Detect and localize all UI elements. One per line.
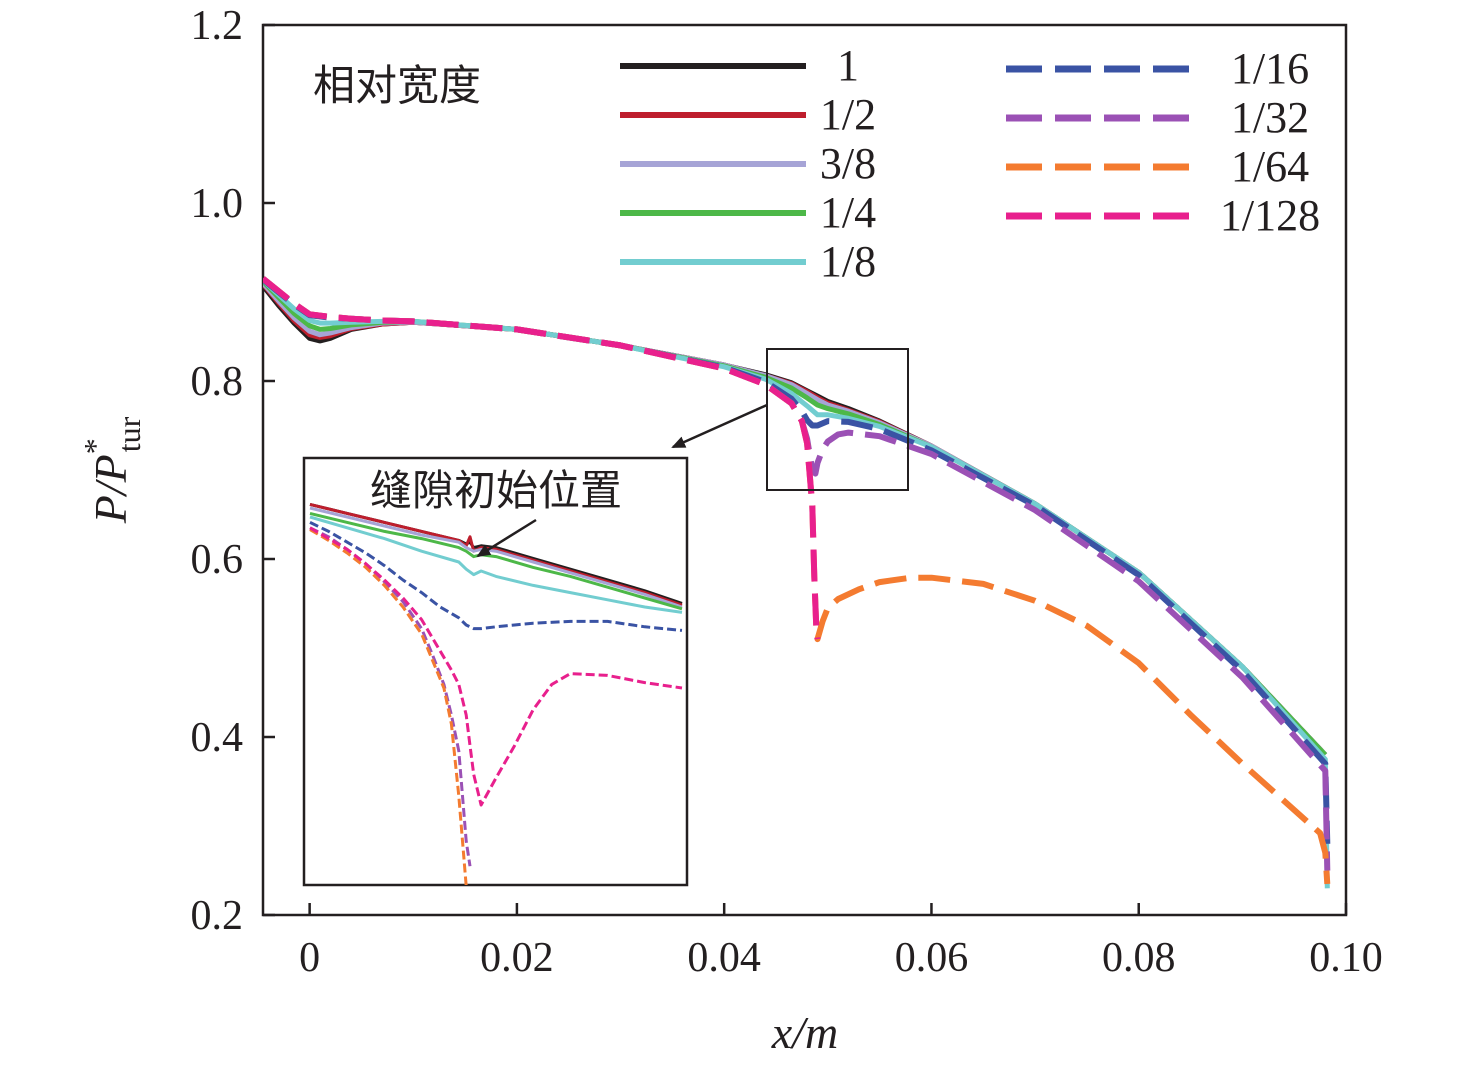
zoom-region-box — [766, 348, 909, 491]
inset-line-1-128 — [309, 526, 683, 807]
legend-label-1-32: 1/32 — [1231, 93, 1309, 142]
x-tick-label: 0 — [299, 935, 320, 981]
x-tick-label: 0.06 — [895, 935, 969, 981]
y-tick-label: 1.0 — [191, 181, 244, 227]
series-layer — [263, 276, 1331, 889]
x-axis-ticks: 0 0.02 0.04 0.06 0.08 0.10 — [299, 903, 1383, 981]
legend-label-1-4: 1/4 — [820, 188, 876, 237]
inset-annotation: 缝隙初始位置 — [370, 466, 622, 515]
y-tick-label: 0.8 — [191, 359, 244, 405]
series-line-1-16 — [263, 277, 1331, 844]
series-line-1-8 — [263, 278, 1330, 889]
y-tick-label: 0.2 — [191, 893, 244, 939]
legend-label-1-128: 1/128 — [1220, 191, 1320, 240]
inset-plot: 缝隙初始位置 — [302, 456, 689, 887]
legend-label-1-2: 1/2 — [820, 90, 876, 139]
inset-annotation-arrow — [476, 518, 537, 558]
legend-label-1-8: 1/8 — [820, 237, 876, 286]
y-tick-label: 1.2 — [191, 3, 244, 49]
y-axis-label-sub: tur — [111, 416, 147, 452]
legend: 11/23/81/41/8 1/161/321/641/128 — [620, 41, 1320, 286]
legend-title: 相对宽度 — [313, 61, 481, 110]
inset-series-layer — [309, 502, 683, 885]
x-tick-label: 0.08 — [1102, 935, 1176, 981]
svg-text:P/P*tur: P/P*tur — [77, 416, 147, 524]
zoom-connector-arrow — [671, 403, 768, 449]
x-tick-label: 0.04 — [687, 935, 761, 981]
series-line-1-128 — [263, 276, 821, 640]
x-tick-label: 0.10 — [1309, 935, 1383, 981]
x-axis-label: x/m — [771, 1007, 838, 1058]
y-tick-label: 0.4 — [191, 715, 244, 761]
legend-label-3-8: 3/8 — [820, 139, 876, 188]
y-axis-ticks: 0.2 0.4 0.6 0.8 1.0 1.2 — [191, 3, 275, 939]
legend-label-1-64: 1/64 — [1231, 142, 1309, 191]
inset-line-1-64 — [309, 528, 468, 885]
legend-label-1: 1 — [837, 41, 859, 90]
legend-label-1-16: 1/16 — [1231, 44, 1309, 93]
inset-frame — [302, 456, 689, 887]
y-axis-label-sup: * — [77, 438, 113, 454]
plot-frame — [261, 23, 1348, 917]
y-axis-label-main: P/P — [85, 454, 136, 524]
x-tick-label: 0.02 — [480, 935, 554, 981]
inset-line-1-8 — [309, 515, 683, 614]
y-tick-label: 0.6 — [191, 537, 244, 583]
series-line-1-64 — [263, 276, 1331, 885]
y-axis-label: P/P*tur — [77, 416, 147, 524]
inset-line-1-16 — [309, 521, 683, 632]
